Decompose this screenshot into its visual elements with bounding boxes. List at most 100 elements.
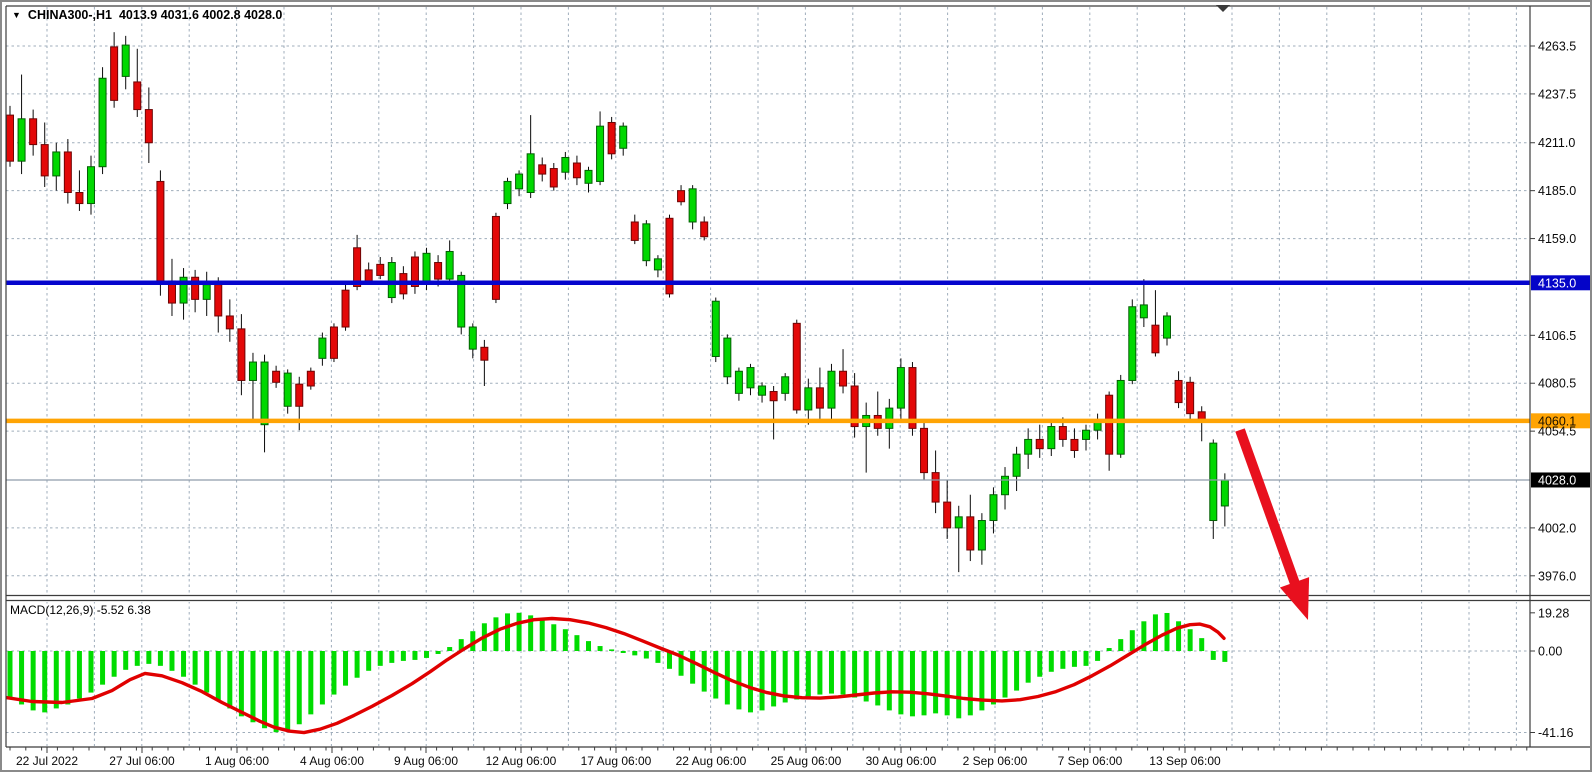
macd-histogram-bar bbox=[979, 651, 985, 711]
candle bbox=[1163, 312, 1171, 346]
candle-body bbox=[283, 372, 292, 407]
candle bbox=[943, 479, 952, 539]
candle-body bbox=[40, 144, 49, 177]
macd-histogram-bar bbox=[886, 651, 892, 711]
macd-indicator-label: MACD(12,26,9) -5.52 6.38 bbox=[10, 603, 151, 617]
candle-body bbox=[515, 173, 524, 190]
macd-histogram-bar bbox=[262, 651, 268, 729]
macd-histogram-bar bbox=[192, 651, 198, 685]
macd-histogram-bar bbox=[1071, 651, 1077, 667]
macd-histogram-bar bbox=[1141, 621, 1147, 651]
macd-histogram-bar bbox=[273, 651, 279, 733]
candle-body bbox=[700, 221, 709, 238]
candle-body bbox=[642, 223, 651, 262]
macd-histogram-bar bbox=[516, 612, 522, 651]
candle bbox=[237, 314, 246, 396]
macd-histogram-bar bbox=[505, 613, 511, 651]
candle bbox=[341, 284, 350, 331]
macd-histogram-bar bbox=[1152, 614, 1158, 651]
candle bbox=[619, 122, 628, 156]
macd-histogram-bar bbox=[319, 651, 325, 705]
candle-body bbox=[98, 77, 107, 168]
candle bbox=[1186, 376, 1195, 420]
candle bbox=[1082, 424, 1091, 451]
candle bbox=[156, 170, 165, 296]
price-axis-label: 4060.1 bbox=[1538, 414, 1576, 428]
candle bbox=[491, 212, 500, 304]
macd-histogram-bar bbox=[470, 631, 476, 651]
macd-histogram-bar bbox=[389, 651, 395, 663]
candle-body bbox=[1024, 438, 1033, 455]
candle-body bbox=[989, 494, 998, 522]
time-axis-label: 7 Sep 06:00 bbox=[1058, 754, 1123, 768]
macd-histogram-bar bbox=[933, 651, 939, 714]
candle-body bbox=[110, 46, 119, 101]
candle bbox=[1128, 299, 1137, 385]
macd-histogram-bar bbox=[597, 646, 603, 651]
candle-body bbox=[376, 263, 385, 276]
macd-histogram-bar bbox=[956, 651, 962, 719]
macd-histogram-bar bbox=[586, 641, 591, 651]
candle bbox=[781, 373, 790, 401]
candle bbox=[248, 352, 257, 423]
time-axis[interactable]: 22 Jul 2022 27 Jul 06:00 1 Aug 06:00 4 Aug … bbox=[9, 747, 1528, 768]
macd-histogram-bar bbox=[1129, 630, 1135, 651]
macd-histogram-bar bbox=[944, 651, 950, 716]
macd-histogram-bar bbox=[250, 651, 256, 723]
macd-histogram-bar bbox=[1187, 629, 1193, 651]
candle bbox=[515, 170, 524, 197]
time-axis-label: 25 Aug 06:00 bbox=[771, 754, 842, 768]
candle-body bbox=[711, 300, 720, 358]
candle-body bbox=[792, 322, 801, 411]
candle bbox=[1001, 467, 1010, 510]
macd-histogram-bar bbox=[1014, 651, 1020, 691]
candle-body bbox=[121, 44, 130, 77]
candle bbox=[804, 378, 813, 425]
macd-histogram-bar bbox=[238, 651, 244, 717]
candle-body bbox=[1151, 324, 1160, 354]
macd-histogram-bar bbox=[331, 651, 337, 695]
macd-histogram-bar bbox=[574, 635, 580, 651]
time-axis-label: 1 Aug 06:00 bbox=[205, 754, 269, 768]
candle bbox=[561, 151, 570, 180]
candle bbox=[769, 385, 778, 440]
macd-histogram-bar bbox=[400, 651, 406, 661]
macd-axis-label: -41.16 bbox=[1538, 726, 1573, 740]
price-axis[interactable]: 4263.5 4237.5 4211.0 4185.0 4159.0 4135.0 4106… bbox=[1530, 40, 1592, 740]
macd-histogram-bar bbox=[1048, 651, 1054, 672]
candle-body bbox=[353, 247, 362, 287]
chart-shift-marker-icon[interactable] bbox=[1216, 5, 1230, 12]
candle-body bbox=[52, 151, 61, 177]
macd-histogram-bar bbox=[424, 651, 430, 658]
candle bbox=[121, 35, 130, 90]
candle bbox=[133, 48, 142, 117]
macd-histogram-bar bbox=[759, 651, 765, 711]
candle bbox=[758, 382, 767, 403]
price-axis-label: 4237.5 bbox=[1538, 87, 1576, 101]
price-axis-label: 4159.0 bbox=[1538, 232, 1576, 246]
candle-body bbox=[86, 166, 95, 205]
candle-body bbox=[827, 370, 836, 409]
candle-body bbox=[1035, 438, 1044, 450]
candle-body bbox=[480, 346, 489, 361]
candle bbox=[630, 214, 639, 245]
symbol-dropdown-icon[interactable]: ▼ bbox=[12, 9, 21, 20]
pane-separator-band bbox=[6, 594, 1530, 602]
macd-histogram-bar bbox=[343, 651, 349, 686]
candle-body bbox=[156, 180, 165, 282]
candle bbox=[63, 139, 72, 204]
candle bbox=[954, 505, 963, 573]
candle bbox=[665, 214, 674, 298]
candle-body bbox=[1220, 479, 1229, 507]
macd-histogram-bar bbox=[1118, 639, 1124, 651]
time-axis-label: 17 Aug 06:00 bbox=[581, 754, 652, 768]
candle-body bbox=[1047, 426, 1056, 450]
macd-histogram-bar bbox=[747, 651, 753, 713]
macd-histogram-bar bbox=[88, 651, 94, 693]
candle-body bbox=[1058, 426, 1067, 440]
candle bbox=[98, 67, 107, 175]
candle-body bbox=[908, 367, 917, 429]
trend-arrow[interactable] bbox=[1235, 428, 1310, 620]
